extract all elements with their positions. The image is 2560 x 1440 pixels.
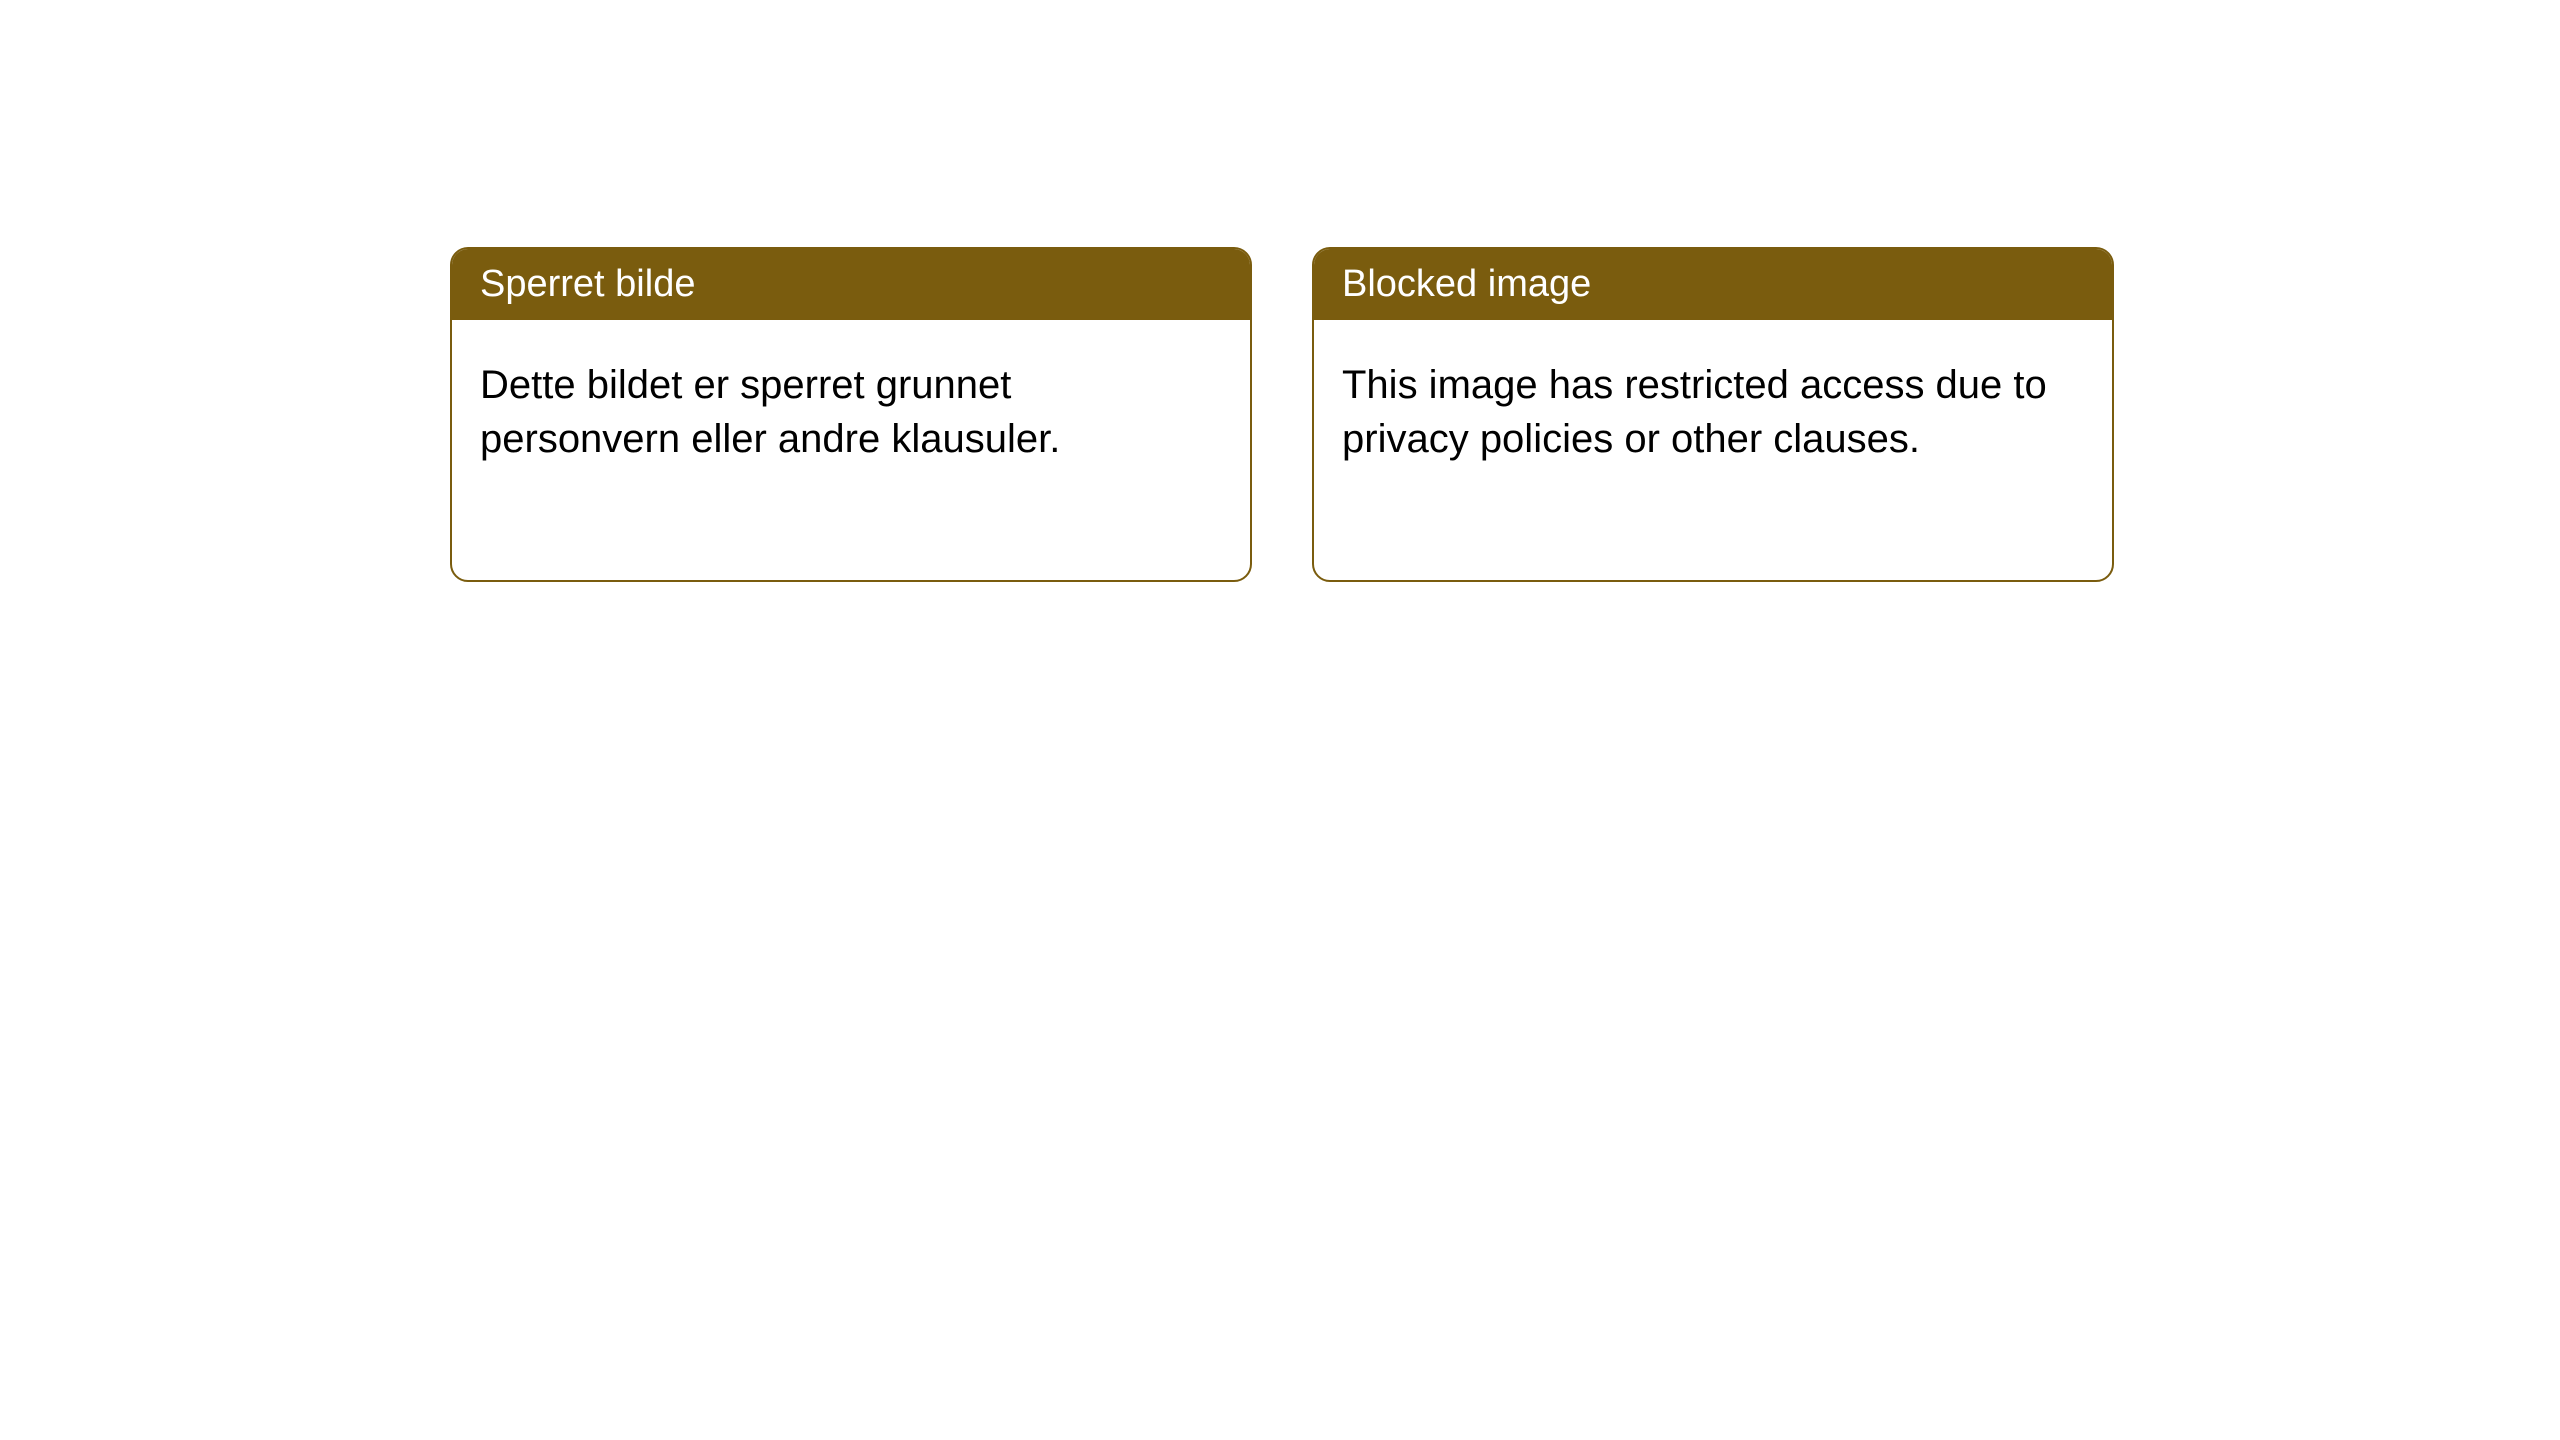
card-title-no: Sperret bilde [480, 263, 695, 305]
card-body-no: Dette bildet er sperret grunnet personve… [452, 320, 1250, 504]
card-title-en: Blocked image [1342, 263, 1591, 305]
card-body-en: This image has restricted access due to … [1314, 320, 2112, 504]
blocked-image-card-en: Blocked image This image has restricted … [1312, 247, 2114, 582]
card-body-text-no: Dette bildet er sperret grunnet personve… [480, 363, 1060, 461]
card-header-en: Blocked image [1314, 249, 2112, 320]
blocked-image-card-no: Sperret bilde Dette bildet er sperret gr… [450, 247, 1252, 582]
card-body-text-en: This image has restricted access due to … [1342, 363, 2047, 461]
notice-cards-container: Sperret bilde Dette bildet er sperret gr… [450, 247, 2114, 582]
card-header-no: Sperret bilde [452, 249, 1250, 320]
